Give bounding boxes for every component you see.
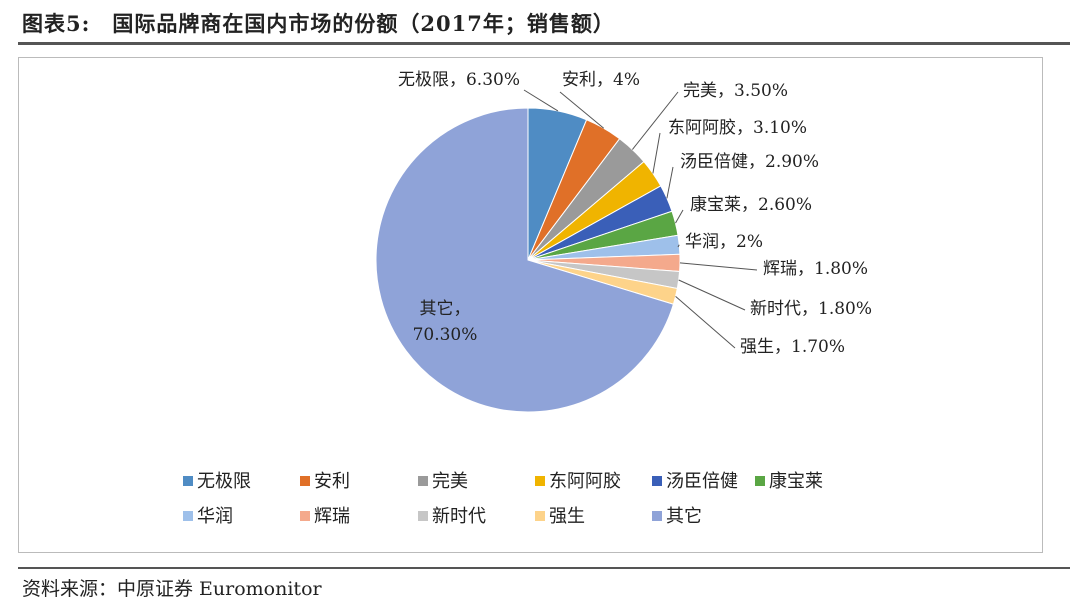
pie-slice-10 [375,107,675,413]
data-label-6: 华润，2% [685,232,763,252]
data-label-10: 其它，70.30% [412,299,478,345]
legend-label-6: 华润 [197,506,233,527]
legend-swatch-7 [300,511,310,521]
leader-line-7 [679,262,758,271]
leader-line-0 [523,89,559,112]
data-label-1: 安利，4% [562,70,640,90]
leader-line-9 [675,296,736,349]
leader-line-1 [559,91,605,129]
legend-label-2: 完美 [432,471,468,492]
leader-line-5 [675,209,684,224]
legend-label-3: 东阿阿胶 [549,471,621,492]
data-label-8: 新时代，1.80% [750,299,872,319]
legend-swatch-10 [652,511,662,521]
leader-line-4 [666,166,674,199]
data-label-0: 无极限，6.30% [398,70,520,90]
source-note: 资料来源：中原证券 Euromonitor [22,578,322,600]
data-label-2: 完美，3.50% [683,81,788,101]
legend-label-1: 安利 [314,471,350,492]
legend-label-10: 其它 [666,506,702,527]
data-label-7: 辉瑞，1.80% [763,259,868,279]
legend-swatch-6 [183,511,193,521]
legend-swatch-4 [652,476,662,486]
legend-swatch-0 [183,476,193,486]
chart-title: 国际品牌商在国内市场的份额（2017年；销售额） [112,11,615,36]
title-rule [18,42,1070,45]
figure-label: 图表5: [22,11,91,36]
legend-label-8: 新时代 [432,506,486,527]
legend-label-7: 辉瑞 [314,506,350,527]
legend-label-9: 强生 [549,506,585,527]
legend-swatch-3 [535,476,545,486]
chart-frame [18,57,1043,553]
source-rule [18,567,1070,569]
legend-swatch-8 [418,511,428,521]
legend-swatch-1 [300,476,310,486]
figure-title: 图表5: 国际品牌商在国内市场的份额（2017年；销售额） [22,8,615,38]
legend-label-5: 康宝莱 [769,471,823,492]
legend-label-4: 汤臣倍健 [666,471,738,492]
leader-line-2 [632,91,679,150]
data-label-3: 东阿阿胶，3.10% [668,118,807,138]
leader-line-3 [652,132,661,174]
leader-line-8 [678,279,746,311]
legend-label-0: 无极限 [197,471,251,492]
data-label-5: 康宝莱，2.60% [690,195,812,215]
leader-line-6 [677,244,680,248]
legend-swatch-5 [755,476,765,486]
legend-swatch-9 [535,511,545,521]
legend-swatch-2 [418,476,428,486]
data-label-4: 汤臣倍健，2.90% [680,152,819,172]
data-label-9: 强生，1.70% [740,337,845,357]
